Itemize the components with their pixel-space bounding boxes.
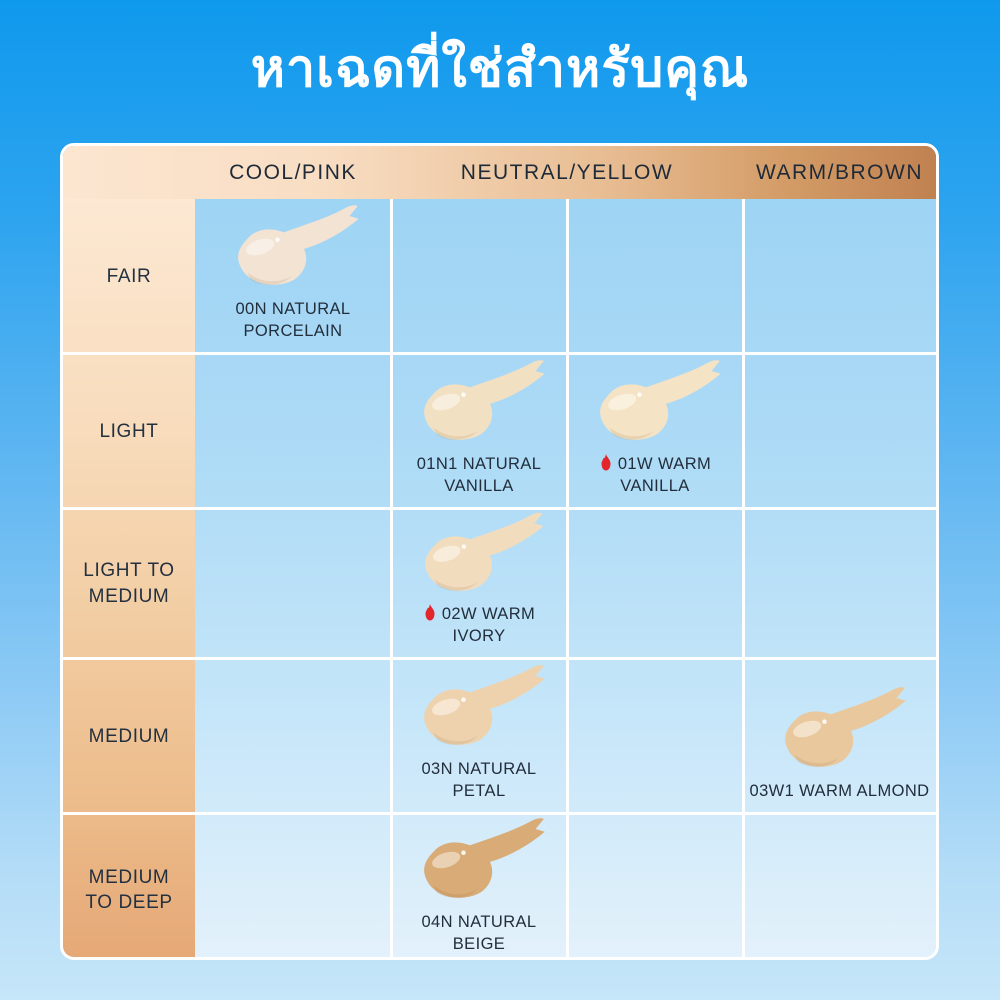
shade-name-text: 03W1 WARM ALMOND (749, 782, 930, 801)
foundation-swatch-icon (600, 360, 721, 441)
shade-name: 00N NATURAL PORCELAIN (208, 299, 378, 343)
foundation-swatch-icon (784, 687, 906, 768)
column-header-cool-pink: COOL/PINK (229, 160, 357, 184)
shade-name: 02W WARM IVORY (394, 604, 564, 648)
grid-line-horizontal (63, 657, 936, 660)
grid-line-vertical (742, 199, 745, 957)
row-label-medium-to-deep: MEDIUM TO DEEP (85, 866, 173, 914)
shade-finder-table: COOL/PINK NEUTRAL/YELLOW WARM/BROWN FAIR… (60, 143, 939, 960)
grid-line-vertical (566, 199, 569, 957)
shade-name-text: 01N1 NATURAL VANILLA (416, 455, 542, 496)
flame-icon (425, 604, 435, 621)
shade-name: 01W WARM VANILLA (570, 454, 740, 498)
shade-cell-01n1: 01N1 NATURAL VANILLA (391, 354, 567, 509)
shade-cell-04n: 04N NATURAL BEIGE (391, 814, 567, 957)
grid-line-horizontal (63, 507, 936, 510)
flame-icon (601, 454, 611, 471)
table-body: FAIR LIGHT LIGHT TO MEDIUM MEDIUM MEDIUM… (63, 199, 936, 957)
foundation-swatch-icon (424, 818, 545, 898)
shade-name-text: 02W WARM IVORY (441, 605, 536, 646)
shade-cell-03n: 03N NATURAL PETAL (391, 659, 567, 814)
column-header-neutral-yellow: NEUTRAL/YELLOW (460, 160, 674, 184)
shade-cell-01w: 01W WARM VANILLA (567, 354, 743, 509)
grid-line-vertical (390, 199, 393, 957)
shade-name: 04N NATURAL BEIGE (394, 912, 564, 956)
page-title: หาเฉดที่ใช่สำหรับคุณ (250, 40, 750, 98)
header-spacer (63, 146, 195, 199)
grid-line-horizontal (63, 812, 936, 815)
shade-cell-03w1: 03W1 WARM ALMOND (743, 659, 936, 814)
shade-cell-02w: 02W WARM IVORY (391, 509, 567, 659)
foundation-swatch-icon (425, 512, 544, 591)
foundation-swatch-icon (424, 665, 545, 746)
row-label-light-to-medium: LIGHT TO MEDIUM (83, 560, 175, 607)
row-label-medium: MEDIUM (88, 725, 170, 747)
shade-name: 03W1 WARM ALMOND (750, 781, 930, 803)
grid-line-horizontal (63, 352, 936, 355)
shade-name-text: 03N NATURAL PETAL (421, 760, 537, 801)
shade-name-text: 04N NATURAL BEIGE (421, 913, 537, 953)
shade-cell-00n: 00N NATURAL PORCELAIN (195, 199, 391, 354)
row-label-column (63, 199, 195, 957)
table-header-row: COOL/PINK NEUTRAL/YELLOW WARM/BROWN (63, 146, 936, 199)
row-label-light: LIGHT (99, 420, 159, 442)
foundation-swatch-icon (424, 360, 545, 441)
shade-name: 01N1 NATURAL VANILLA (394, 454, 564, 498)
shade-name: 03N NATURAL PETAL (394, 759, 564, 803)
shade-name-text: 01W WARM VANILLA (617, 455, 712, 496)
table-grid: FAIR LIGHT LIGHT TO MEDIUM MEDIUM MEDIUM… (63, 199, 936, 957)
column-header-warm-brown: WARM/BROWN (755, 160, 924, 184)
shade-name-text: 00N NATURAL PORCELAIN (235, 300, 351, 341)
foundation-swatch-icon (238, 205, 359, 286)
row-label-fair: FAIR (106, 265, 152, 287)
